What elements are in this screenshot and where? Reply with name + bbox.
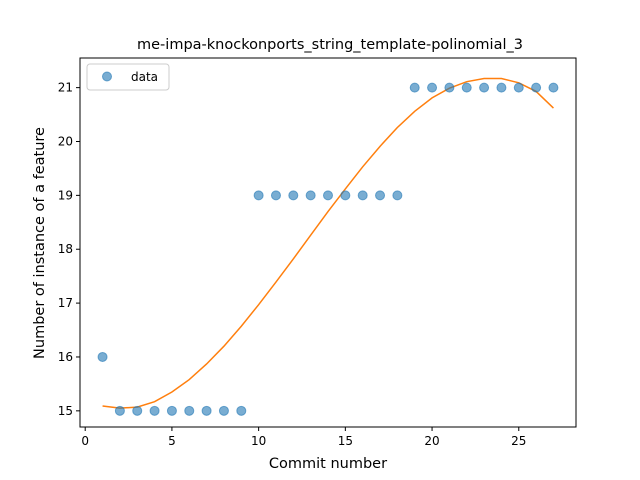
plot-area — [97, 77, 559, 416]
data-point — [531, 82, 542, 93]
data-point — [548, 82, 559, 93]
x-axis-ticks: 0 5 10 15 20 25 — [81, 427, 526, 448]
y-tick-label: 20 — [58, 134, 73, 148]
data-point — [166, 405, 177, 416]
data-point — [444, 82, 455, 93]
fit-line-layer — [102, 77, 554, 409]
y-tick-label: 16 — [58, 350, 73, 364]
legend-marker-data — [102, 71, 112, 82]
x-tick-label: 25 — [511, 434, 526, 448]
data-point — [375, 190, 386, 201]
y-axis-ticks: 15 16 17 18 19 20 21 — [58, 81, 80, 418]
data-point — [114, 405, 125, 416]
y-tick-label: 15 — [58, 404, 73, 418]
data-point — [149, 405, 160, 416]
x-tick-label: 5 — [168, 434, 176, 448]
data-point — [236, 405, 247, 416]
y-tick-label: 18 — [58, 242, 73, 256]
data-point — [392, 190, 403, 201]
data-point — [496, 82, 507, 93]
data-point — [97, 351, 108, 362]
data-point — [218, 405, 229, 416]
chart-title: me-impa-knockonports_string_template-pol… — [137, 37, 523, 53]
data-point — [270, 190, 281, 201]
data-point — [513, 82, 524, 93]
x-tick-label: 15 — [338, 434, 353, 448]
data-point — [201, 405, 212, 416]
data-point — [461, 82, 472, 93]
data-point — [305, 190, 316, 201]
x-tick-label: 0 — [81, 434, 89, 448]
legend-box — [86, 63, 170, 91]
data-point — [357, 190, 368, 201]
y-tick-label: 17 — [58, 296, 73, 310]
data-point — [427, 82, 438, 93]
data-point — [288, 190, 299, 201]
x-tick-label: 20 — [424, 434, 439, 448]
data-point — [340, 190, 351, 201]
legend-label-data: data — [131, 70, 158, 84]
x-axis-label: Commit number — [269, 456, 387, 472]
data-point — [253, 190, 264, 201]
data-point — [132, 405, 143, 416]
x-tick-label: 10 — [251, 434, 266, 448]
data-point — [409, 82, 420, 93]
y-tick-label: 19 — [58, 188, 73, 202]
y-tick-label: 21 — [58, 81, 73, 95]
axes-frame — [79, 57, 577, 428]
data-point — [323, 190, 333, 201]
data-point — [479, 82, 490, 93]
legend: data — [86, 63, 170, 91]
y-axis-label: Number of instance of a feature — [32, 127, 48, 359]
data-point-layer — [97, 82, 559, 416]
fit-line — [102, 77, 554, 409]
data-point — [184, 405, 195, 416]
